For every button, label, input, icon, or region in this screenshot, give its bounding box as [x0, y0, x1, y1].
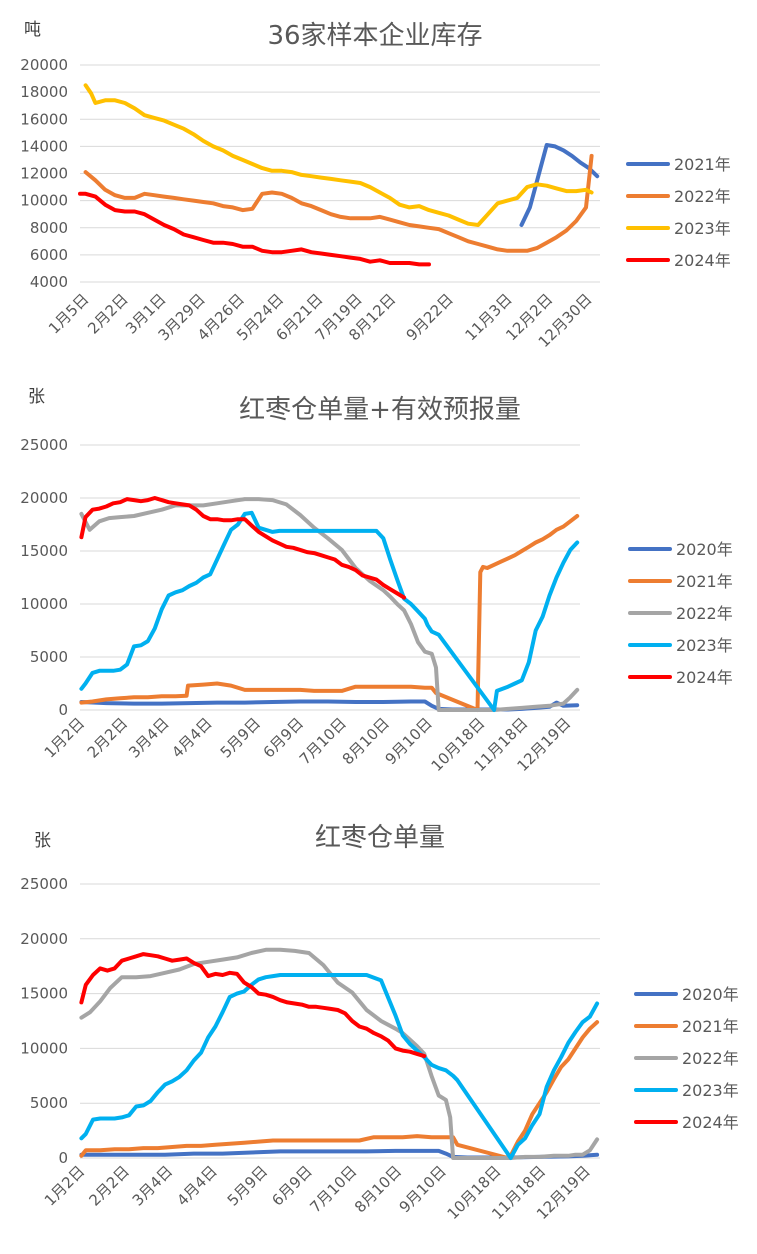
series-line — [79, 952, 427, 1059]
x-tick-label: 2月2日 — [84, 714, 131, 761]
x-tick-label: 9月10日 — [396, 1162, 450, 1216]
y-tick-label: 16000 — [20, 110, 68, 128]
y-tick-label: 8000 — [30, 219, 68, 237]
y-tick-label: 4000 — [30, 273, 68, 291]
legend-label: 2022年 — [676, 604, 733, 623]
series-line — [79, 947, 600, 1160]
chart-title: 36家样本企业库存 — [267, 21, 482, 51]
y-tick-label: 20000 — [20, 489, 68, 507]
warehouse-receipt-plus-forecast-chart: 红枣仓单量+有效预报量 张 25000 20000 15000 10000 5000 01… — [20, 387, 732, 775]
x-tick-label: 2月2日 — [84, 290, 131, 337]
x-tick-label: 4月4日 — [168, 714, 215, 761]
series-line — [519, 143, 600, 227]
legend-label: 2022年 — [674, 187, 731, 206]
series-line — [79, 514, 580, 712]
y-tick-label: 15000 — [20, 542, 68, 560]
series-line — [79, 497, 580, 712]
y-tick-label: 5000 — [30, 1094, 68, 1112]
y-tick-label: 0 — [58, 701, 68, 719]
warehouse-receipt-chart: 红枣仓单量 张 25000 20000 15000 10000 5000 01月2日2月2… — [20, 823, 738, 1223]
x-tick-label: 1月2日 — [41, 1162, 88, 1209]
legend-label: 2023年 — [682, 1081, 739, 1100]
y-tick-label: 18000 — [20, 83, 68, 101]
legend-label: 2022年 — [682, 1049, 739, 1068]
series-line — [78, 191, 431, 267]
x-tick-label: 1月5日 — [45, 290, 92, 337]
y-tick-label: 20000 — [20, 930, 68, 948]
x-tick-label: 5月9日 — [224, 1162, 271, 1209]
chart-title: 红枣仓单量+有效预报量 — [239, 395, 521, 425]
legend-label: 2024年 — [682, 1113, 739, 1132]
y-tick-label: 6000 — [30, 246, 68, 264]
y-tick-label: 25000 — [20, 436, 68, 454]
y-tick-label: 0 — [58, 1149, 68, 1167]
x-tick-label: 3月4日 — [125, 714, 172, 761]
x-tick-label: 1月2日 — [41, 714, 88, 761]
y-axis-unit: 张 — [34, 831, 51, 851]
series-line — [83, 153, 594, 253]
chart-title: 红枣仓单量 — [315, 823, 445, 853]
x-tick-label: 7月10日 — [306, 1162, 360, 1216]
legend-label: 2023年 — [676, 636, 733, 655]
y-tick-label: 25000 — [20, 875, 68, 893]
y-axis-unit: 张 — [28, 387, 45, 407]
x-tick-label: 8月10日 — [351, 1162, 405, 1216]
series-line — [79, 510, 580, 712]
legend-label: 2024年 — [676, 668, 733, 687]
x-tick-label: 8月10日 — [339, 714, 393, 768]
series-line — [79, 973, 600, 1160]
x-tick-label: 5月9日 — [217, 714, 264, 761]
x-tick-label: 3月4日 — [129, 1162, 176, 1209]
y-tick-label: 12000 — [20, 165, 68, 183]
legend-label: 2024年 — [674, 251, 731, 270]
y-axis-unit: 吨 — [24, 20, 41, 40]
y-tick-label: 14000 — [20, 137, 68, 155]
legend-label: 2020年 — [682, 985, 739, 1004]
x-tick-label: 7月10日 — [296, 714, 350, 768]
y-tick-label: 20000 — [20, 56, 68, 74]
legend-label: 2021年 — [676, 572, 733, 591]
x-tick-label: 2月2日 — [85, 1162, 132, 1209]
legend-label: 2021年 — [682, 1017, 739, 1036]
y-tick-label: 15000 — [20, 985, 68, 1003]
x-tick-label: 4月4日 — [173, 1162, 220, 1209]
y-tick-label: 10000 — [20, 192, 68, 210]
x-tick-label: 9月22日 — [403, 290, 457, 344]
y-tick-label: 5000 — [30, 648, 68, 666]
series-line — [83, 83, 594, 227]
y-tick-label: 10000 — [20, 1039, 68, 1057]
y-tick-label: 10000 — [20, 595, 68, 613]
inventory-chart: 36家样本企业库存 吨 20000 18000 16000 14000 12000 100… — [20, 20, 730, 351]
x-tick-label: 9月10日 — [382, 714, 436, 768]
legend-label: 2020年 — [676, 540, 733, 559]
series-line — [79, 496, 407, 600]
legend-label: 2023年 — [674, 219, 731, 238]
legend-label: 2021年 — [674, 155, 731, 174]
